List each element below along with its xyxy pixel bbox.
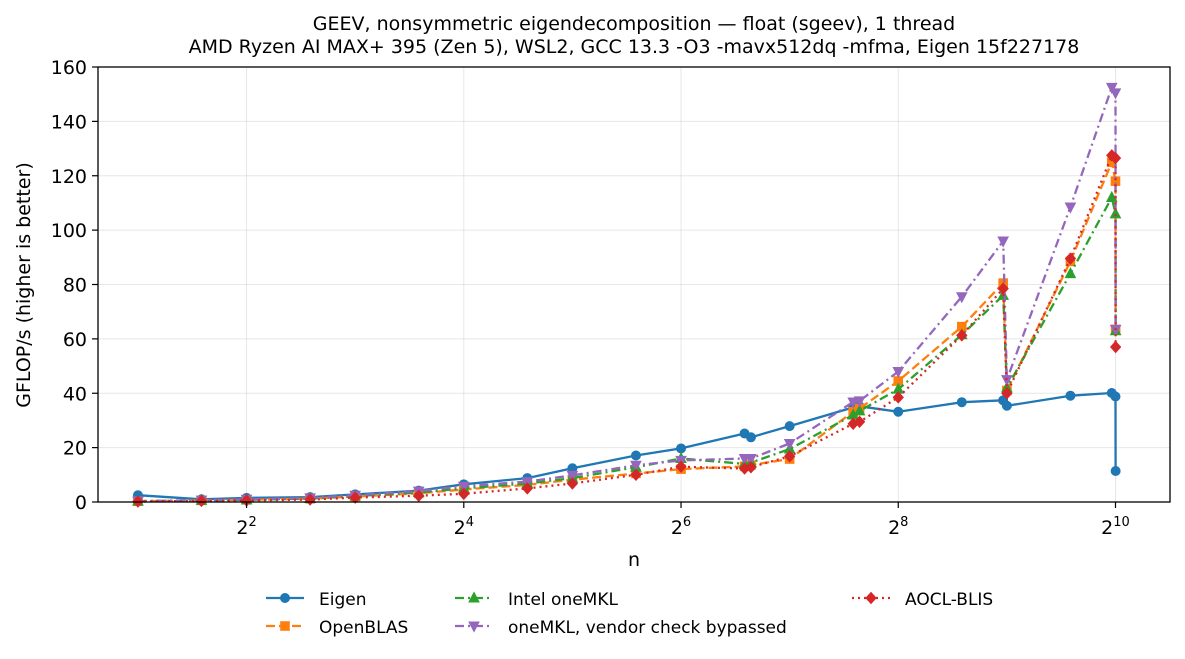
x-tick-exponent: 8	[900, 515, 908, 530]
data-point	[1064, 252, 1077, 265]
data-point	[566, 477, 579, 490]
legend-marker	[280, 593, 290, 603]
legend-marker	[280, 621, 290, 631]
x-tick-label: 22	[236, 515, 256, 539]
legend-label: Eigen	[319, 590, 367, 610]
x-axis-label: n	[628, 549, 640, 571]
data-point	[521, 482, 534, 495]
data-point	[853, 404, 866, 416]
chart-subtitle: AMD Ryzen AI MAX+ 395 (Zen 5), WSL2, GCC…	[189, 36, 1080, 58]
data-point	[457, 481, 470, 493]
legend-entry: OpenBLAS	[266, 618, 408, 638]
data-point	[784, 421, 795, 432]
x-tick-exponent: 2	[248, 515, 256, 530]
data-point	[955, 292, 968, 304]
data-point	[349, 491, 361, 504]
data-point	[997, 282, 1009, 295]
data-point	[566, 470, 579, 482]
legend-entry: AOCL-BLIS	[852, 590, 993, 610]
y-tick-label: 40	[63, 383, 87, 405]
data-point	[1109, 340, 1122, 354]
series-layer	[132, 82, 1122, 508]
data-point	[853, 415, 866, 429]
legend-entry: Eigen	[266, 590, 367, 610]
data-point	[630, 468, 642, 482]
legend-label: OpenBLAS	[319, 618, 408, 638]
x-tick-base: 2	[671, 517, 683, 539]
data-point	[1001, 387, 1013, 400]
data-point	[745, 454, 757, 466]
data-point	[1105, 82, 1118, 94]
data-point	[1109, 151, 1122, 165]
data-point	[458, 487, 470, 501]
legend-entry: oneMKL, vendor check bypassed	[455, 618, 787, 638]
data-point	[847, 397, 860, 409]
y-tick-label: 20	[63, 438, 87, 460]
chart-title: GEEV, nonsymmetric eigendecomposition — …	[313, 13, 955, 35]
legend-marker	[468, 621, 480, 633]
x-tick-base: 2	[888, 517, 900, 539]
data-point	[675, 460, 687, 473]
data-point	[195, 494, 208, 508]
data-point	[893, 406, 904, 417]
data-point	[1064, 202, 1077, 214]
legend-label: AOCL-BLIS	[905, 590, 993, 610]
data-point	[783, 450, 796, 463]
data-point	[630, 450, 641, 461]
data-point	[1109, 88, 1122, 100]
y-tick-label: 140	[51, 111, 87, 133]
legend-label: oneMKL, vendor check bypassed	[508, 618, 787, 638]
data-point	[745, 432, 756, 443]
data-point	[1064, 267, 1077, 279]
data-point	[1109, 207, 1122, 219]
x-tick-base: 2	[454, 517, 466, 539]
data-point	[1110, 391, 1121, 402]
y-tick-label: 160	[51, 57, 87, 79]
data-point	[783, 439, 796, 451]
data-point	[630, 460, 642, 472]
y-axis-label: GFLOP/s (higher is better)	[13, 162, 35, 407]
y-tick-label: 80	[63, 275, 87, 297]
data-point	[413, 489, 425, 502]
data-point	[956, 329, 968, 342]
legend-label: Intel oneMKL	[508, 590, 618, 610]
data-point	[1001, 400, 1012, 411]
data-point	[997, 236, 1009, 248]
y-tick-label: 0	[75, 492, 87, 514]
data-point	[1105, 190, 1118, 202]
data-point	[676, 443, 687, 454]
data-point	[956, 397, 967, 408]
data-point	[853, 396, 866, 408]
x-tick-exponent: 6	[683, 515, 691, 530]
x-tick-label: 24	[454, 515, 474, 539]
x-tick-base: 2	[1101, 517, 1113, 539]
y-tick-label: 120	[51, 166, 87, 188]
legend-marker	[468, 591, 480, 603]
y-tick-label: 60	[63, 329, 87, 351]
data-point	[1001, 375, 1013, 387]
x-tick-base: 2	[236, 517, 248, 539]
x-tick-exponent: 4	[466, 515, 474, 530]
legend-entry: Intel oneMKL	[455, 590, 618, 610]
data-point	[745, 460, 757, 474]
x-tick-label: 26	[671, 515, 691, 539]
data-point	[1065, 390, 1076, 401]
x-tick-label: 28	[888, 515, 908, 539]
x-tick-exponent: 10	[1113, 515, 1130, 530]
series-aocl-blis	[132, 149, 1122, 508]
legend-marker	[865, 591, 877, 605]
data-point	[1110, 466, 1121, 477]
x-tick-label: 210	[1101, 515, 1130, 539]
data-point	[892, 391, 904, 404]
data-point	[892, 367, 905, 379]
legend: Eigen OpenBLAS Intel oneMKL oneMKL, vendor …	[266, 590, 993, 638]
y-tick-label: 100	[51, 220, 87, 242]
